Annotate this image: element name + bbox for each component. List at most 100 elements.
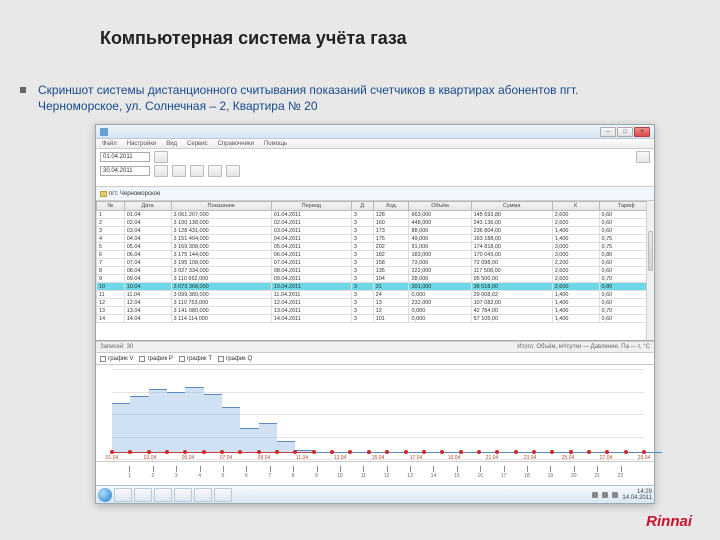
chart-point: [477, 450, 481, 454]
col-header[interactable]: Показание: [171, 202, 271, 211]
col-header[interactable]: Период: [271, 202, 351, 211]
chart-point: [202, 450, 206, 454]
tool-btn-4[interactable]: [208, 165, 222, 177]
table-row[interactable]: 606.043 175 144,00006.04.20113182183,000…: [97, 251, 654, 259]
status-left: Записей: 30: [100, 344, 133, 350]
tree-node[interactable]: пгт. Черноморское: [100, 191, 160, 197]
chart-point: [605, 450, 609, 454]
chart-point: [385, 450, 389, 454]
chart: 01.0403.0405.0407.0409.0411.0413.0415.04…: [112, 369, 644, 459]
col-header[interactable]: Объём: [409, 202, 471, 211]
col-header[interactable]: Код: [373, 202, 409, 211]
chart-point: [495, 450, 499, 454]
data-grid[interactable]: №ДатаПоказаниеПериодДКодОбъёмСуммаКТариф…: [96, 201, 654, 323]
chart-point: [183, 450, 187, 454]
table-row[interactable]: 808.043 027 334,00008.04.20113135222,000…: [97, 267, 654, 275]
start-button[interactable]: [98, 488, 112, 502]
tool-btn-1[interactable]: [154, 165, 168, 177]
ruler-label: 17: [501, 473, 507, 479]
chart-point: [459, 450, 463, 454]
chart-toggles: график V график P график T график Q: [96, 353, 654, 365]
col-header[interactable]: Дата: [124, 202, 171, 211]
maximize-button[interactable]: □: [617, 127, 633, 137]
table-row[interactable]: 1212.043 110 753,00012.04.2011313232,000…: [97, 299, 654, 307]
chart-point: [624, 450, 628, 454]
chart-area: 01.0403.0405.0407.0409.0411.0413.0415.04…: [96, 365, 654, 461]
chart-point: [110, 450, 114, 454]
chart-point: [293, 450, 297, 454]
table-row[interactable]: 101.043 061 207,00001.04.20113128663,000…: [97, 211, 654, 219]
ruler-label: 16: [477, 473, 483, 479]
date-to-input[interactable]: 30.04.2011: [100, 166, 150, 176]
close-button[interactable]: ×: [634, 127, 650, 137]
tray-icon[interactable]: [592, 492, 598, 498]
chart-point: [440, 450, 444, 454]
grid-status: Записей: 30 Итого: Объём, м³/сутки — Дав…: [96, 341, 654, 353]
tool-btn-2[interactable]: [172, 165, 186, 177]
col-header[interactable]: К: [552, 202, 599, 211]
menu-ref[interactable]: Справочники: [218, 141, 254, 147]
grid-scrollbar[interactable]: [646, 201, 654, 340]
menu-view[interactable]: Вид: [166, 141, 177, 147]
table-row[interactable]: 404.043 151 494,00004.04.2011317549,0001…: [97, 235, 654, 243]
col-header[interactable]: №: [97, 202, 125, 211]
app-window: – □ × Файл Настройки Вид Сервис Справочн…: [95, 124, 655, 504]
taskbar-item-2[interactable]: [134, 488, 152, 502]
tool-btn-3[interactable]: [190, 165, 204, 177]
system-tray[interactable]: 14:29 14.04.2011: [592, 489, 652, 501]
chart-point: [312, 450, 316, 454]
table-row[interactable]: 1313.043 141 080,00013.04.20113120,00042…: [97, 307, 654, 315]
tool-btn-5[interactable]: [226, 165, 240, 177]
chart-point: [220, 450, 224, 454]
taskbar-item-4[interactable]: [174, 488, 192, 502]
chart-point: [128, 450, 132, 454]
table-row[interactable]: 303.043 128 431,00003.04.2011317388,0002…: [97, 227, 654, 235]
col-header[interactable]: Д: [351, 202, 373, 211]
menu-service[interactable]: Сервис: [187, 141, 208, 147]
taskbar-item-1[interactable]: [114, 488, 132, 502]
chart-point: [275, 450, 279, 454]
col-header[interactable]: Сумма: [471, 202, 552, 211]
taskbar-item-6[interactable]: [214, 488, 232, 502]
refresh-button[interactable]: [154, 151, 168, 163]
chk-v[interactable]: график V: [100, 356, 133, 362]
ruler-label: 1: [128, 473, 131, 479]
tray-icon[interactable]: [612, 492, 618, 498]
chart-point: [587, 450, 591, 454]
data-grid-wrap: №ДатаПоказаниеПериодДКодОбъёмСуммаКТариф…: [96, 201, 654, 341]
table-row[interactable]: 1414.043 114 114,00014.04.201131010,0005…: [97, 315, 654, 323]
chart-point: [550, 450, 554, 454]
ruler-label: 18: [524, 473, 530, 479]
slide-title: Компьютерная система учёта газа: [100, 28, 407, 49]
status-right: Итого: Объём, м³/сутки — Давление, Па — …: [517, 344, 650, 350]
table-row[interactable]: 1111.043 099 380,00011.04.20113240,00029…: [97, 291, 654, 299]
taskbar-item-3[interactable]: [154, 488, 172, 502]
taskbar-item-5[interactable]: [194, 488, 212, 502]
minimize-button[interactable]: –: [600, 127, 616, 137]
table-row[interactable]: 1010.043 073 368,00010.04.2011331301,000…: [97, 283, 654, 291]
menu-file[interactable]: Файл: [102, 141, 117, 147]
table-row[interactable]: 202.043 100 138,00002.04.20113160448,000…: [97, 219, 654, 227]
ruler-label: 6: [245, 473, 248, 479]
app-icon: [100, 128, 108, 136]
menu-help[interactable]: Помощь: [264, 141, 287, 147]
chart-point: [348, 450, 352, 454]
chk-t[interactable]: график T: [179, 356, 212, 362]
chart-point: [514, 450, 518, 454]
menu-settings[interactable]: Настройки: [127, 141, 156, 147]
chart-point: [238, 450, 242, 454]
chk-q[interactable]: график Q: [218, 356, 252, 362]
table-row[interactable]: 505.043 169 308,00005.04.2011320291,0001…: [97, 243, 654, 251]
ruler-label: 15: [454, 473, 460, 479]
chart-point: [569, 450, 573, 454]
tray-date: 14.04.2011: [622, 495, 652, 501]
chk-p[interactable]: график P: [139, 356, 172, 362]
tray-icon[interactable]: [602, 492, 608, 498]
date-from-input[interactable]: 01.04.2011: [100, 152, 150, 162]
export-button[interactable]: [636, 151, 650, 163]
table-row[interactable]: 707.043 195 108,00007.04.2011315873,0007…: [97, 259, 654, 267]
scrollbar-thumb[interactable]: [648, 231, 653, 271]
menubar: Файл Настройки Вид Сервис Справочники По…: [96, 139, 654, 149]
table-row[interactable]: 909.043 110 662,00009.04.2011310428,0009…: [97, 275, 654, 283]
chart-point: [367, 450, 371, 454]
